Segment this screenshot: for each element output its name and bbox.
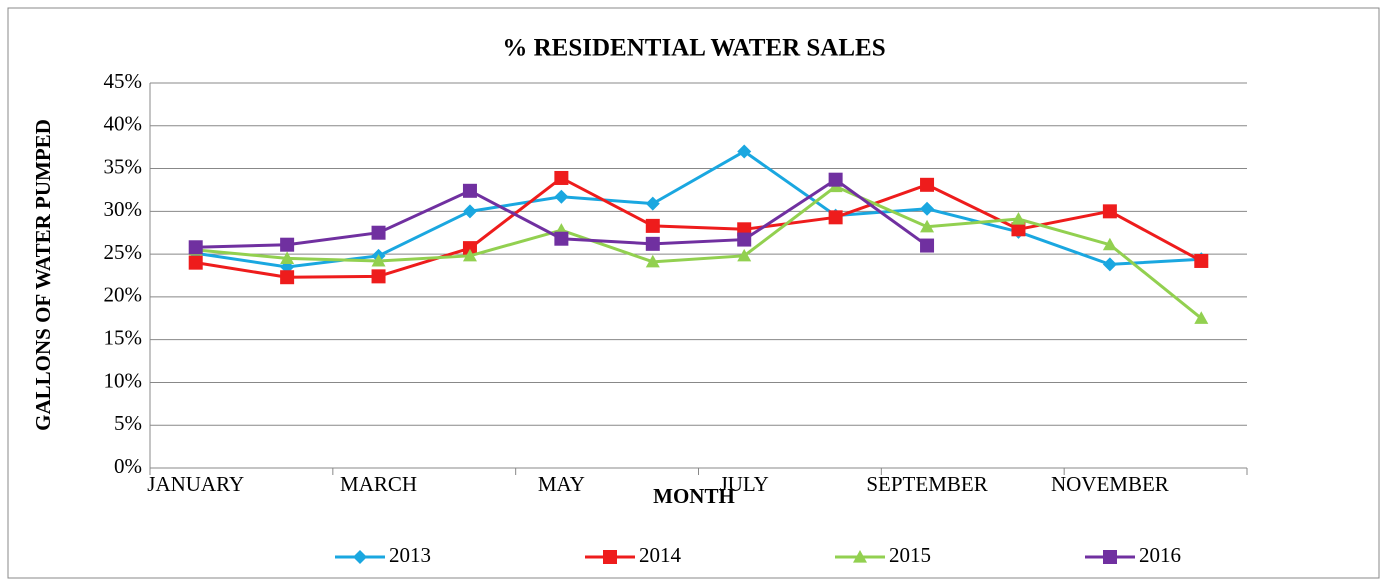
data-point (828, 172, 843, 187)
data-point (1194, 253, 1209, 268)
data-point (371, 225, 386, 240)
data-point (188, 240, 203, 255)
data-point (828, 210, 843, 225)
data-point (920, 238, 935, 253)
data-point (462, 204, 477, 219)
y-tick-label: 15% (104, 325, 143, 349)
data-point (1102, 204, 1117, 219)
series-line (195, 184, 1203, 320)
data-point (920, 177, 935, 192)
legend-label: 2016 (1139, 543, 1181, 567)
data-point (1011, 222, 1026, 237)
data-point (554, 231, 569, 246)
data-point (280, 270, 295, 285)
legend-marker (853, 550, 867, 563)
data-point (645, 236, 660, 251)
data-point (371, 269, 386, 284)
data-point (737, 144, 752, 159)
data-point (920, 201, 935, 216)
y-tick-label: 40% (104, 112, 143, 136)
data-point (462, 241, 477, 256)
data-point (737, 232, 752, 247)
data-point (462, 183, 477, 198)
legend-label: 2015 (889, 543, 931, 567)
y-axis-label: GALLONS OF WATER PUMPED (31, 119, 55, 431)
data-point (280, 251, 295, 264)
data-point (554, 189, 569, 204)
data-point (280, 237, 295, 252)
data-point (645, 218, 660, 233)
data-point (554, 170, 569, 185)
series-line (195, 176, 1203, 279)
legend-label: 2014 (639, 543, 682, 567)
data-point (1102, 257, 1117, 272)
legend-label: 2013 (389, 543, 431, 567)
data-point (462, 248, 477, 262)
data-point (188, 255, 203, 270)
y-tick-label: 20% (104, 283, 143, 307)
data-point (1194, 311, 1209, 324)
legend-marker (603, 550, 617, 564)
data-point (737, 248, 752, 262)
chart-border (7, 7, 1380, 579)
y-tick-label: 30% (104, 197, 143, 221)
y-tick-label: 45% (104, 69, 143, 93)
x-tick-label: JULY (720, 472, 769, 496)
data-point (1102, 237, 1117, 251)
data-point (371, 253, 386, 267)
y-tick-label: 35% (104, 154, 143, 178)
series-line (195, 149, 1202, 269)
y-tick-label: 5% (114, 411, 142, 435)
data-point (645, 254, 660, 268)
x-tick-label: NOVEMBER (1051, 472, 1169, 496)
data-point (920, 219, 935, 233)
y-tick-label: 0% (114, 454, 142, 478)
x-tick-label: SEPTEMBER (866, 472, 987, 496)
chart-title: % RESIDENTIAL WATER SALES (502, 35, 885, 62)
x-tick-label: MAY (538, 472, 585, 496)
y-tick-label: 10% (104, 368, 143, 392)
data-point (645, 196, 660, 211)
y-tick-label: 25% (104, 240, 143, 264)
x-tick-label: MARCH (340, 472, 417, 496)
x-axis-label: MONTH (653, 484, 735, 508)
data-point (1011, 212, 1026, 225)
x-tick-label: JANUARY (147, 472, 244, 496)
legend-marker (1103, 550, 1117, 564)
legend-marker (353, 550, 367, 564)
